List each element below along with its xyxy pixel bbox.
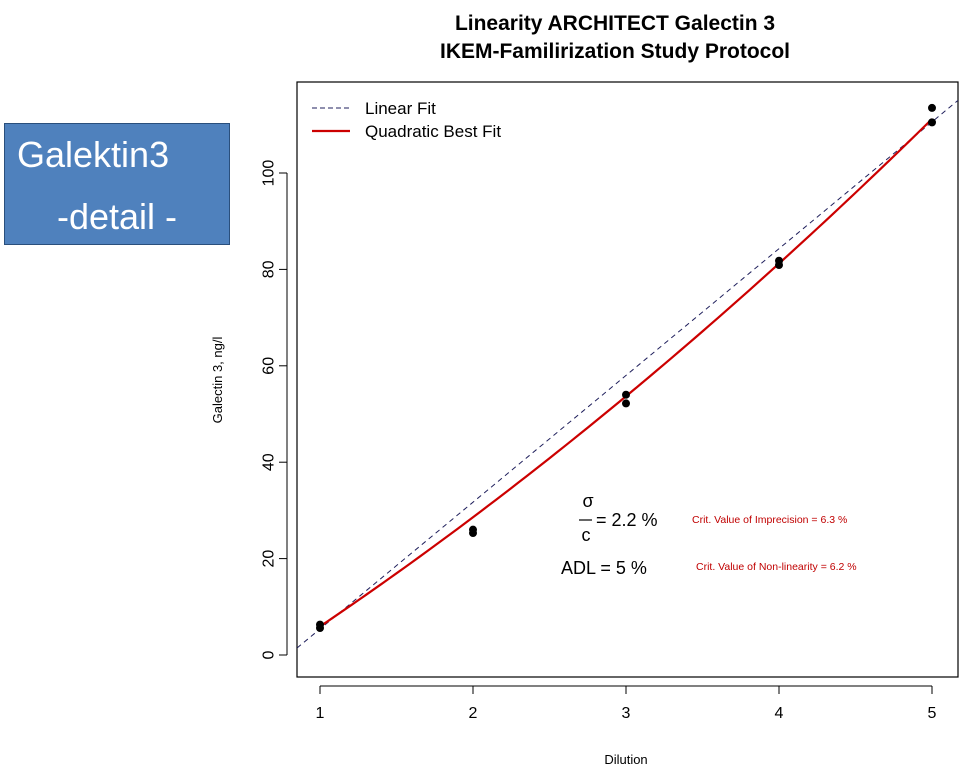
chart-title-block: Linearity ARCHITECT Galectin 3 IKEM-Fami… — [300, 10, 930, 66]
y-tick-label: 20 — [261, 550, 278, 568]
data-point — [469, 529, 477, 538]
linear-fit-line — [297, 99, 958, 649]
y-tick-label: 0 — [261, 650, 278, 659]
y-tick-label: 80 — [261, 260, 278, 278]
data-point — [316, 624, 324, 633]
y-tick-label: 60 — [261, 357, 278, 375]
x-tick-label: 4 — [775, 705, 784, 722]
data-point — [622, 399, 630, 408]
cv-value: = 2.2 % — [596, 510, 658, 530]
quadratic-fit-curve — [319, 118, 933, 628]
galektin-badge: Galektin3 -detail - — [4, 123, 230, 245]
x-tick-label: 5 — [928, 705, 937, 722]
x-axis-title: Dilution — [604, 752, 647, 767]
data-point — [622, 390, 630, 399]
legend-linear-label: Linear Fit — [365, 99, 436, 118]
y-tick-label: 40 — [261, 453, 278, 471]
data-point — [928, 103, 936, 112]
data-point — [928, 118, 936, 127]
c-symbol: c — [582, 525, 591, 545]
adl-value: ADL = 5 % — [561, 558, 647, 578]
data-point — [775, 261, 783, 270]
y-tick-label: 100 — [261, 160, 278, 187]
badge-line1: Galektin3 — [17, 134, 170, 175]
x-tick-label: 3 — [622, 705, 631, 722]
badge-line2: -detail - — [57, 196, 178, 237]
nonlinearity-note: Crit. Value of Non-linearity = 6.2 % — [696, 561, 857, 573]
x-tick-label: 1 — [316, 705, 325, 722]
y-axis-title: Galectin 3, ng/l — [210, 337, 225, 424]
plot-frame — [296, 81, 959, 678]
chart-subtitle: IKEM-Familirization Study Protocol — [439, 40, 791, 63]
imprecision-note: Crit. Value of Imprecision = 6.3 % — [692, 514, 847, 526]
legend-quadratic-label: Quadratic Best Fit — [365, 122, 501, 141]
chart-title: Linearity ARCHITECT Galectin 3 — [454, 12, 776, 35]
sigma-symbol: σ — [582, 491, 593, 511]
x-tick-label: 2 — [469, 705, 478, 722]
